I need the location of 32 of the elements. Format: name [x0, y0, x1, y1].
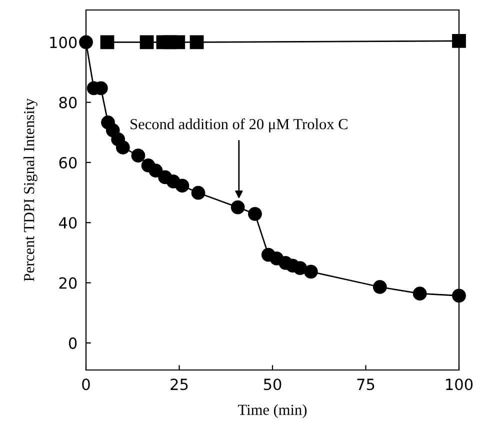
point — [131, 148, 146, 163]
x-axis-title: Time (min) — [238, 404, 307, 418]
point — [171, 35, 186, 50]
point — [148, 164, 163, 178]
point — [230, 200, 245, 214]
y-axis-title: Percent TDPI Signal Intensity — [23, 98, 38, 282]
y-tick-label: 80 — [59, 96, 77, 108]
point — [412, 286, 427, 301]
y-tick-label: 0 — [68, 337, 77, 349]
point — [116, 140, 130, 154]
x-tick-label: 25 — [170, 378, 188, 390]
x-tick-label: 50 — [264, 378, 282, 390]
x-tick-label: 100 — [446, 378, 473, 390]
y-tick-label: 20 — [59, 277, 77, 289]
y-tick-label: 60 — [59, 156, 77, 169]
y-tick-label: 40 — [58, 217, 77, 229]
point — [452, 34, 466, 48]
point — [248, 206, 262, 221]
point — [452, 288, 466, 303]
point — [175, 178, 190, 193]
x-tick-label: 0 — [82, 378, 90, 390]
point — [304, 264, 318, 279]
x-tick-label: 75 — [357, 378, 374, 390]
y-tick-label: 100 — [50, 36, 77, 48]
annotation: Second addition of 20 μM Trolox C — [130, 118, 348, 132]
point — [372, 280, 387, 294]
point — [79, 35, 93, 50]
point — [190, 35, 204, 50]
point — [100, 35, 114, 50]
point — [293, 261, 308, 275]
point — [191, 186, 206, 200]
point — [140, 35, 154, 50]
